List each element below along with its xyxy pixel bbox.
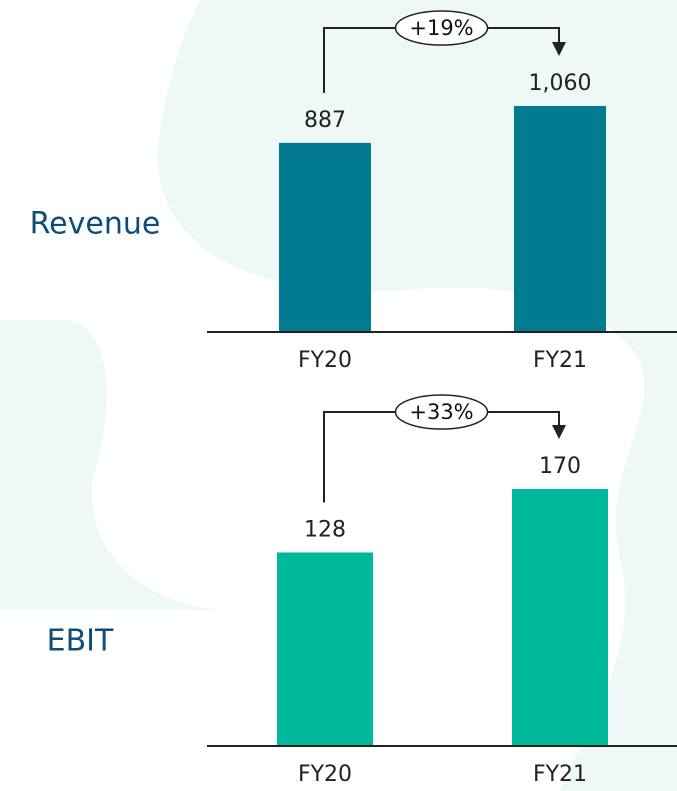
annotation: +33% xyxy=(409,400,473,424)
bar xyxy=(279,142,371,332)
x-tick-label: FY20 xyxy=(298,348,352,373)
bar xyxy=(514,106,606,332)
annotation: +19% xyxy=(409,16,473,40)
arrow-head xyxy=(552,42,566,56)
arrow-head xyxy=(552,425,566,439)
value-label: 1,060 xyxy=(529,71,592,96)
annotation-bubble xyxy=(394,10,489,46)
chart-title: EBIT xyxy=(47,624,114,659)
value-label: 170 xyxy=(539,454,581,479)
value-label: 887 xyxy=(304,108,346,133)
bar xyxy=(512,489,608,746)
chart-title: Revenue xyxy=(30,207,161,242)
x-tick-label: FY20 xyxy=(298,762,352,787)
x-tick-label: FY21 xyxy=(533,348,587,373)
bar xyxy=(277,552,373,746)
value-label: 128 xyxy=(304,517,346,542)
x-tick-label: FY21 xyxy=(533,762,587,787)
annotation-bubble xyxy=(394,394,489,430)
